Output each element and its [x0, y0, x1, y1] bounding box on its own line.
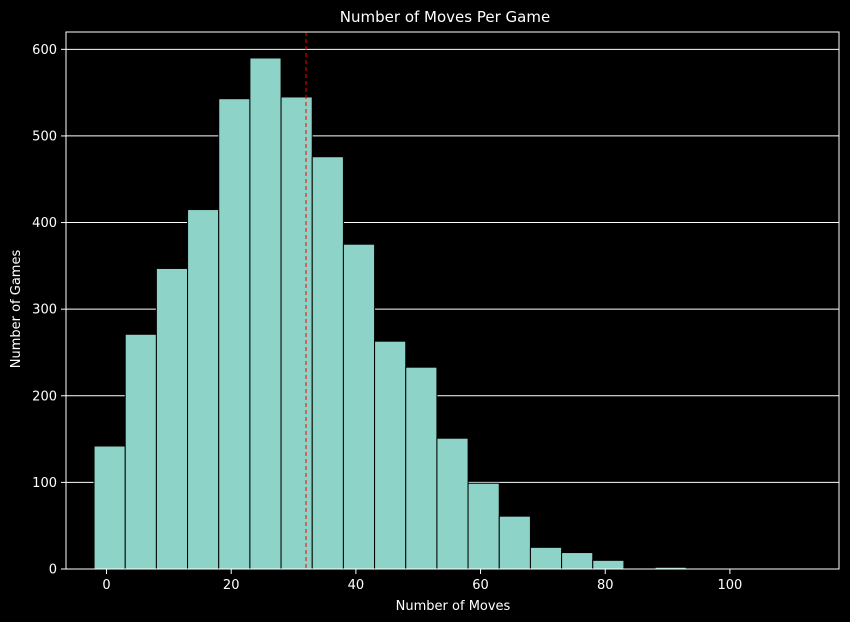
histogram-bar-15 [561, 552, 594, 570]
x-tick-label-20: 20 [223, 578, 240, 593]
histogram-bar-1 [124, 333, 157, 570]
x-tick-label-40: 40 [348, 578, 365, 593]
y-tick-label-300: 300 [32, 303, 57, 318]
histogram-bar-13 [498, 515, 531, 570]
x-tick-label-60: 60 [472, 578, 489, 593]
histogram-bar-2 [155, 267, 189, 570]
x-axis-label: Number of Moves [396, 599, 511, 614]
y-tick-label-600: 600 [32, 43, 57, 58]
x-tick-label-100: 100 [717, 578, 742, 593]
y-axis-label: Number of Games [9, 250, 24, 369]
histogram-bar-7 [311, 156, 344, 570]
y-tick-label-400: 400 [32, 216, 57, 231]
axes [61, 31, 840, 574]
histogram-bar-12 [467, 482, 500, 570]
histogram-bar-8 [342, 243, 376, 570]
plot-frame [65, 31, 840, 570]
histogram-bar-6 [280, 96, 313, 570]
x-tick-label-0: 0 [102, 578, 110, 593]
histogram-bar-3 [187, 209, 220, 570]
x-tick-label-80: 80 [597, 578, 614, 593]
histogram-bar-0 [93, 445, 126, 570]
y-tick-label-100: 100 [32, 476, 57, 491]
histogram-bar-9 [374, 340, 407, 570]
y-tick-label-200: 200 [32, 389, 57, 404]
chart-title: Number of Moves Per Game [340, 8, 550, 26]
histogram-bar-5 [249, 57, 282, 570]
bars [93, 57, 812, 570]
tick-labels: 0 20 40 60 80 100 0 100 200 300 400 500 600 [32, 43, 742, 593]
y-tick-label-500: 500 [32, 129, 57, 144]
histogram-bar-11 [436, 437, 469, 570]
histogram-bar-16 [592, 559, 625, 570]
histogram-bar-10 [405, 366, 438, 570]
y-tick-label-0: 0 [49, 563, 57, 578]
histogram-bar-4 [218, 98, 251, 570]
histogram-bar-14 [529, 546, 563, 570]
